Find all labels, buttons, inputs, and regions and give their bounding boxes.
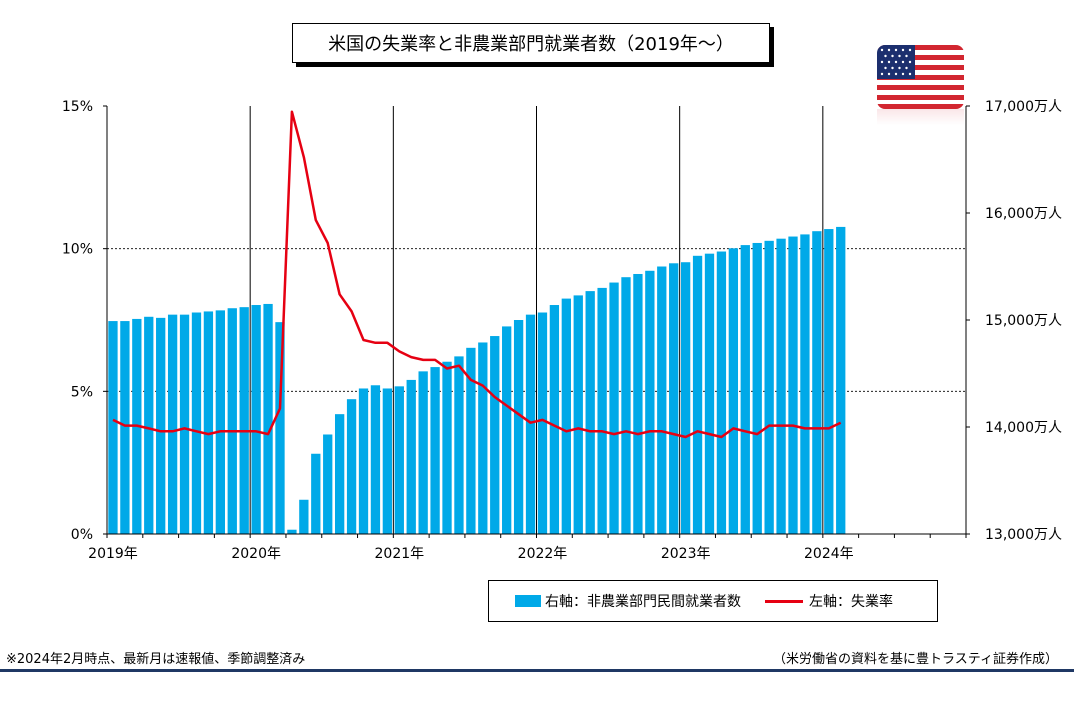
bar <box>836 226 846 534</box>
bar <box>585 291 595 534</box>
bar <box>776 238 786 534</box>
y-left-tick-label: 5% <box>71 384 93 400</box>
bar <box>120 321 130 534</box>
bar <box>728 248 739 534</box>
x-tick-label: 2020年 <box>231 546 281 562</box>
bar <box>680 262 691 534</box>
bar <box>299 499 309 534</box>
y-left-tick-label: 0% <box>71 527 93 543</box>
legend-bar-swatch <box>515 595 541 607</box>
bar <box>466 347 476 534</box>
bar <box>191 312 202 534</box>
bar <box>764 240 774 534</box>
x-tick-label: 2022年 <box>518 546 568 562</box>
footnote: ※2024年2月時点、最新月は速報値、季節調整済み <box>6 652 306 667</box>
y-right-tick-label: 16,000万人 <box>985 206 1062 222</box>
bar <box>609 282 619 534</box>
bar <box>513 320 524 534</box>
x-tick-label: 2021年 <box>375 546 425 562</box>
bar <box>156 317 166 534</box>
bar <box>144 316 154 534</box>
x-tick-label: 2023年 <box>661 546 711 562</box>
bar <box>490 336 500 534</box>
bar <box>812 231 822 534</box>
bar <box>549 305 560 534</box>
bar <box>418 371 428 534</box>
bar <box>573 295 583 534</box>
bar <box>621 277 631 534</box>
bar <box>824 229 834 535</box>
y-right-tick-label: 17,000万人 <box>985 99 1062 115</box>
bar <box>716 251 727 534</box>
bar <box>108 321 118 534</box>
bar <box>334 414 345 534</box>
bar <box>740 245 750 534</box>
bar <box>179 314 190 534</box>
bar <box>525 314 536 534</box>
bar <box>239 307 249 534</box>
bar <box>167 314 178 534</box>
bar <box>406 379 416 534</box>
legend-line-label: 左軸：失業率 <box>809 594 893 610</box>
legend-line-swatch <box>765 599 803 603</box>
bar <box>203 311 214 534</box>
chart-title: 米国の失業率と非農業部門就業者数（2019年〜） <box>292 23 770 63</box>
bar <box>752 242 762 534</box>
legend-bar-label: 右軸：非農業部門民間就業者数 <box>545 594 741 610</box>
y-right-tick-label: 13,000万人 <box>985 527 1062 543</box>
bar <box>478 342 488 534</box>
bar <box>669 263 679 534</box>
bar <box>645 270 655 534</box>
bar <box>788 236 798 535</box>
bar <box>442 361 452 534</box>
bar <box>430 367 440 534</box>
source-note: （米労働省の資料を基に豊トラスティ証券作成） <box>773 652 1058 667</box>
bar <box>382 388 393 534</box>
bar <box>287 529 297 534</box>
bar <box>633 273 643 534</box>
bottom-rule <box>0 669 1074 672</box>
bar <box>561 298 571 534</box>
us-flag-icon <box>877 45 964 125</box>
bar <box>704 253 715 534</box>
bar <box>251 305 261 534</box>
bar <box>454 356 464 534</box>
y-right-tick-label: 15,000万人 <box>985 313 1062 329</box>
bar <box>346 399 357 534</box>
bar <box>502 326 512 534</box>
bar <box>227 308 237 534</box>
bar <box>370 385 381 534</box>
bar <box>263 303 273 534</box>
bar <box>358 388 369 534</box>
bar <box>537 312 548 534</box>
bar <box>394 386 404 534</box>
y-left-tick-label: 10% <box>62 242 93 258</box>
bar <box>323 434 333 534</box>
x-tick-label: 2024年 <box>804 546 854 562</box>
y-right-tick-label: 14,000万人 <box>985 420 1062 436</box>
bar <box>692 255 703 535</box>
bar <box>657 266 667 534</box>
bar <box>311 453 321 534</box>
bar <box>275 322 285 534</box>
legend: 右軸：非農業部門民間就業者数 左軸：失業率 <box>488 580 938 622</box>
bar <box>215 310 225 534</box>
unemployment-line <box>112 110 842 439</box>
x-tick-label: 2019年 <box>88 546 138 562</box>
bar <box>800 234 810 534</box>
bar <box>597 287 607 534</box>
y-left-tick-label: 15% <box>62 99 93 115</box>
